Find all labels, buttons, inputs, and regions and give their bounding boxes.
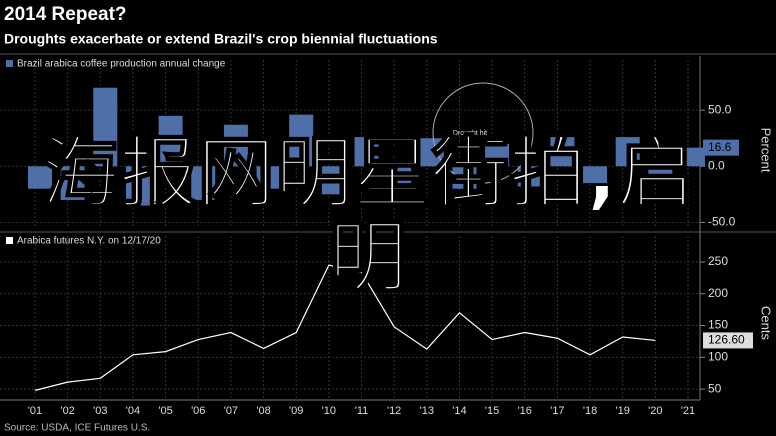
bar — [615, 137, 640, 167]
chart-title: 2014 Repeat? — [4, 4, 127, 25]
x-tick-label: '12 — [387, 405, 401, 417]
x-tick-label: '02 — [60, 405, 74, 417]
overlay-text: 海报网明星街拍,启明 — [40, 129, 696, 303]
bar — [648, 166, 673, 178]
value-label-box — [703, 139, 739, 156]
bar — [321, 166, 346, 195]
bar — [125, 166, 150, 206]
x-tick-label: '21 — [681, 405, 695, 417]
x-tick-label: '13 — [420, 405, 434, 417]
bar — [583, 166, 608, 184]
x-tick-label: '04 — [126, 405, 140, 417]
x-tick-label: '19 — [616, 405, 630, 417]
x-tick-label: '03 — [93, 405, 107, 417]
y-tick-label: 50 — [708, 381, 722, 395]
legend-swatch — [6, 60, 13, 67]
x-tick-label: '06 — [191, 405, 205, 417]
bar — [223, 124, 248, 167]
x-tick-label: '09 — [289, 405, 303, 417]
legend-label: Arabica futures N.Y. on 12/17/20 — [17, 236, 161, 247]
bar — [419, 138, 444, 167]
chart-subtitle: Droughts exacerbate or extend Brazil's c… — [4, 31, 438, 47]
value-label-box — [703, 332, 753, 349]
value-label: 16.6 — [708, 140, 732, 154]
legend-label: Brazil arabica coffee production annual … — [17, 59, 226, 70]
value-label: 126.60 — [708, 333, 745, 347]
x-tick-label: '07 — [224, 405, 238, 417]
x-tick-label: '18 — [583, 405, 597, 417]
bar — [28, 166, 52, 189]
bar — [452, 166, 477, 189]
line — [34, 264, 656, 391]
bar — [289, 114, 314, 167]
y-axis-title: Cents — [759, 306, 774, 340]
x-tick-label: '17 — [550, 405, 564, 417]
bar — [354, 137, 379, 167]
x-tick-label: '10 — [322, 405, 336, 417]
legend-swatch — [6, 237, 13, 244]
x-tick-label: '15 — [485, 405, 499, 417]
bar — [191, 166, 216, 200]
annotation: Drought hit — [453, 130, 487, 137]
y-tick-label: 0.0 — [708, 158, 725, 172]
source: Source: USDA, ICE Futures U.S. — [4, 423, 150, 434]
x-tick-label: '11 — [355, 405, 369, 417]
y-axis-title: Percent — [759, 128, 774, 173]
y-tick-label: 250 — [708, 254, 728, 268]
y-tick-label: -50.0 — [708, 215, 736, 229]
bar — [93, 87, 118, 167]
x-tick-label: '05 — [158, 405, 172, 417]
x-tick-label: '08 — [256, 405, 270, 417]
x-tick-label: '16 — [518, 405, 532, 417]
y-tick-label: 150 — [708, 318, 728, 332]
x-tick-label: '14 — [452, 405, 466, 417]
bar — [60, 166, 85, 200]
bar — [517, 166, 542, 187]
y-tick-label: 100 — [708, 349, 728, 363]
x-tick-label: '01 — [28, 405, 42, 417]
bar — [550, 137, 575, 167]
y-tick-label: 200 — [708, 286, 728, 300]
annotation-circle — [432, 82, 534, 184]
x-tick-label: '20 — [648, 405, 662, 417]
bar — [256, 166, 281, 189]
bar — [158, 115, 183, 167]
bar — [681, 147, 705, 167]
bar — [485, 143, 510, 167]
y-tick-label: 50.0 — [708, 102, 732, 116]
bar — [387, 166, 412, 184]
